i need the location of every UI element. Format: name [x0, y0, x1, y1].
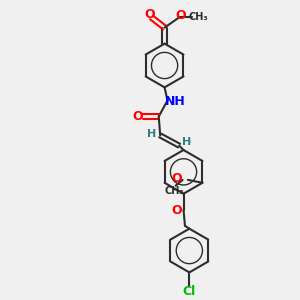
Text: NH: NH — [164, 95, 185, 108]
Text: CH₃: CH₃ — [164, 186, 184, 196]
Text: O: O — [145, 8, 155, 21]
Text: O: O — [175, 10, 186, 22]
Text: O: O — [132, 110, 143, 123]
Text: O: O — [172, 204, 182, 217]
Text: O: O — [172, 172, 182, 185]
Text: H: H — [182, 137, 191, 147]
Text: CH₃: CH₃ — [189, 12, 208, 22]
Text: H: H — [147, 129, 157, 139]
Text: Cl: Cl — [183, 285, 196, 298]
